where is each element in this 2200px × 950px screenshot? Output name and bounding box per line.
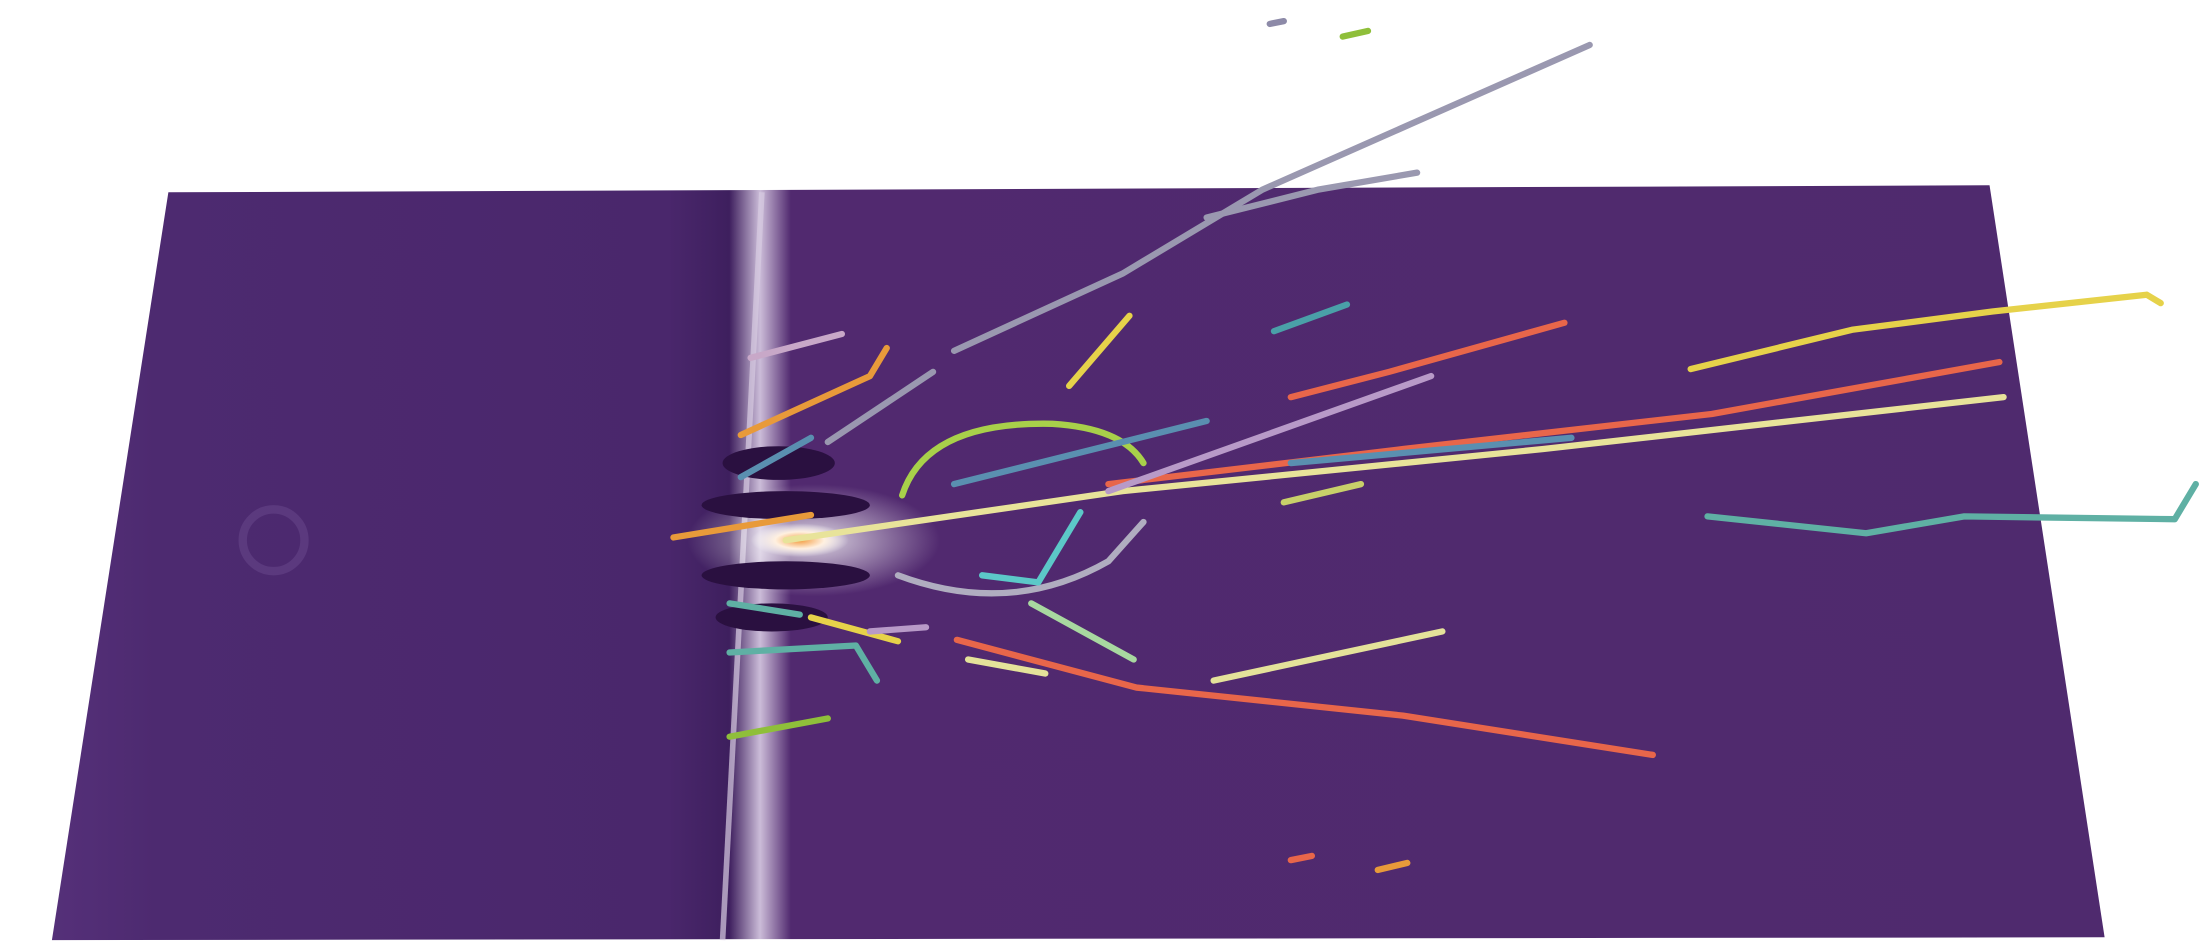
lobe (702, 561, 870, 589)
streamline (1291, 856, 1312, 860)
streamline (870, 627, 926, 631)
visualization (0, 0, 2200, 950)
streamline (1270, 21, 1284, 24)
page (0, 0, 2200, 950)
streamline (1343, 31, 1368, 37)
lobe (702, 491, 870, 519)
plane (52, 185, 2105, 940)
